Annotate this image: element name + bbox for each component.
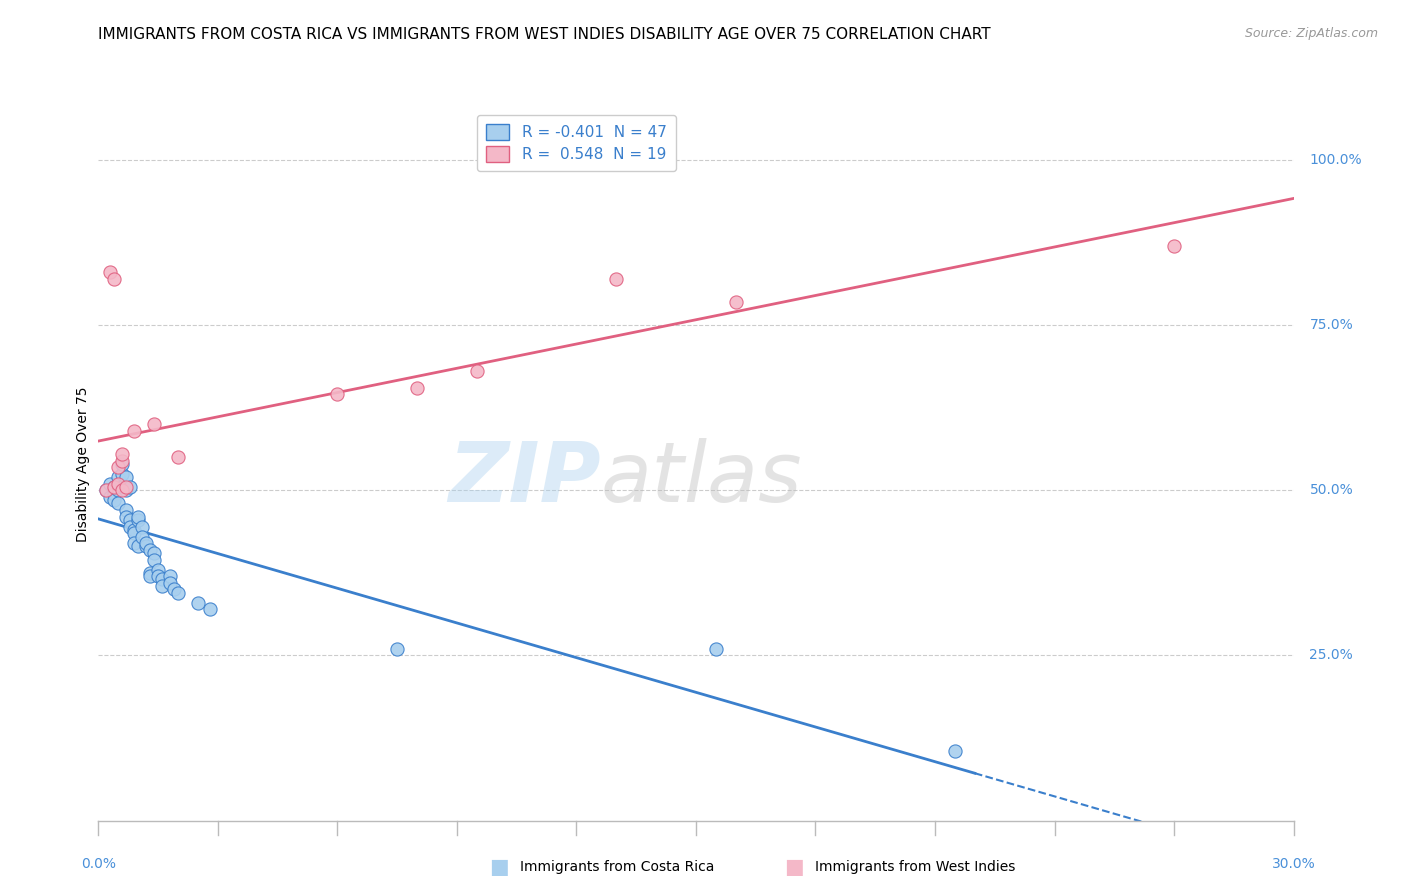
Point xyxy=(103,480,125,494)
Point xyxy=(111,457,134,471)
Point xyxy=(107,460,129,475)
Point xyxy=(150,573,173,587)
Point xyxy=(150,579,173,593)
Text: Immigrants from Costa Rica: Immigrants from Costa Rica xyxy=(520,860,714,874)
Point xyxy=(124,424,146,438)
Point xyxy=(148,563,170,577)
Point xyxy=(98,265,122,279)
Point xyxy=(167,585,190,599)
Point xyxy=(135,540,157,554)
Point xyxy=(187,596,209,610)
Point xyxy=(159,575,181,590)
Point xyxy=(167,450,190,465)
Point xyxy=(326,387,349,401)
Point xyxy=(107,470,129,484)
Point xyxy=(115,483,138,498)
Point xyxy=(120,513,142,527)
Text: 50.0%: 50.0% xyxy=(1309,483,1353,497)
Text: Source: ZipAtlas.com: Source: ZipAtlas.com xyxy=(1244,27,1378,40)
Point xyxy=(115,470,138,484)
Point xyxy=(143,552,166,566)
Point xyxy=(139,542,162,557)
Point xyxy=(135,536,157,550)
Text: 0.0%: 0.0% xyxy=(82,857,115,871)
Point xyxy=(103,486,125,500)
Point xyxy=(724,295,747,310)
Point xyxy=(131,529,153,543)
Point xyxy=(1163,239,1185,253)
Point xyxy=(127,513,149,527)
Text: atlas: atlas xyxy=(600,438,801,518)
Point xyxy=(127,540,149,554)
Point xyxy=(115,480,138,494)
Text: 100.0%: 100.0% xyxy=(1309,153,1362,167)
Text: 75.0%: 75.0% xyxy=(1309,318,1353,332)
Point xyxy=(406,381,429,395)
Point xyxy=(124,523,146,537)
Point xyxy=(139,569,162,583)
Point xyxy=(120,519,142,533)
Point xyxy=(139,566,162,580)
Point xyxy=(163,582,186,597)
Point xyxy=(115,503,138,517)
Text: Immigrants from West Indies: Immigrants from West Indies xyxy=(815,860,1017,874)
Text: 25.0%: 25.0% xyxy=(1309,648,1353,663)
Point xyxy=(111,453,134,467)
Text: ■: ■ xyxy=(489,857,509,877)
Point xyxy=(103,493,125,508)
Point xyxy=(124,526,146,541)
Point xyxy=(131,519,153,533)
Point xyxy=(107,476,129,491)
Point xyxy=(111,467,134,481)
Point xyxy=(143,546,166,560)
Point xyxy=(148,569,170,583)
Point xyxy=(127,509,149,524)
Point xyxy=(159,569,181,583)
Point xyxy=(103,272,125,286)
Point xyxy=(465,364,488,378)
Point xyxy=(120,480,142,494)
Point xyxy=(96,483,118,498)
Point xyxy=(124,536,146,550)
Point xyxy=(98,490,122,504)
Point xyxy=(943,744,966,758)
Point xyxy=(107,483,129,498)
Point xyxy=(96,483,118,498)
Text: 30.0%: 30.0% xyxy=(1271,857,1316,871)
Point xyxy=(704,641,727,656)
Text: IMMIGRANTS FROM COSTA RICA VS IMMIGRANTS FROM WEST INDIES DISABILITY AGE OVER 75: IMMIGRANTS FROM COSTA RICA VS IMMIGRANTS… xyxy=(98,27,991,42)
Point xyxy=(385,641,409,656)
Text: ZIP: ZIP xyxy=(447,438,600,518)
Point xyxy=(103,480,125,494)
Point xyxy=(143,417,166,432)
Point xyxy=(98,476,122,491)
Point xyxy=(111,480,134,494)
Y-axis label: Disability Age Over 75: Disability Age Over 75 xyxy=(76,386,90,541)
Point xyxy=(605,272,627,286)
Text: ■: ■ xyxy=(785,857,804,877)
Point xyxy=(111,447,134,461)
Point xyxy=(115,509,138,524)
Point xyxy=(107,496,129,510)
Point xyxy=(111,483,134,498)
Point xyxy=(198,602,221,616)
Legend: R = -0.401  N = 47, R =  0.548  N = 19: R = -0.401 N = 47, R = 0.548 N = 19 xyxy=(477,115,676,171)
